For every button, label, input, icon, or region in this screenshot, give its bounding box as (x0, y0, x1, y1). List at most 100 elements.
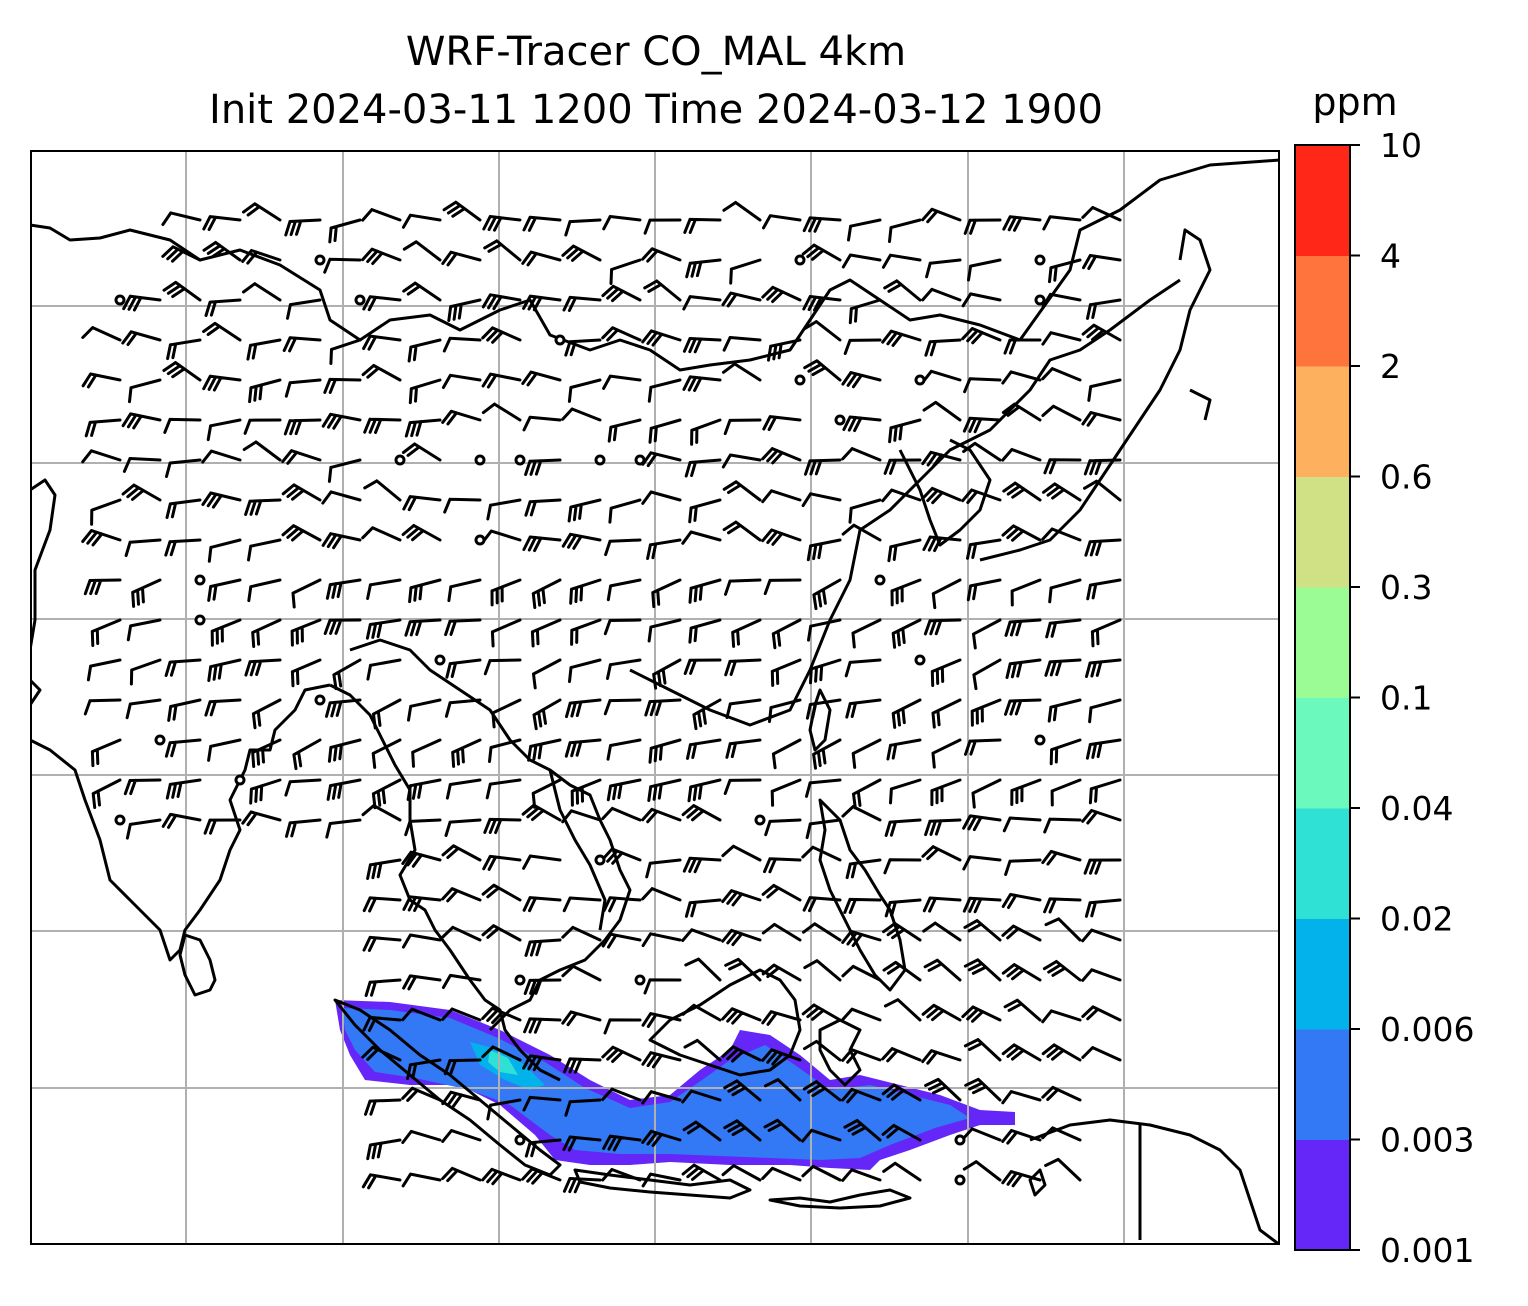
wind-barb (361, 364, 402, 382)
calm-markers (114, 254, 1046, 1186)
wind-barb (207, 578, 242, 602)
calm-wind-marker (954, 1174, 966, 1186)
wind-barb (248, 378, 282, 404)
wind-barb (86, 658, 122, 682)
wind-barb (523, 978, 562, 995)
wind-barb (762, 214, 802, 230)
wind-barb (1081, 1005, 1122, 1022)
wind-barb (648, 418, 682, 444)
wind-barb (404, 818, 442, 837)
wind-barb (931, 578, 962, 610)
wind-barb (801, 492, 842, 508)
wind-barb (524, 1138, 562, 1158)
wind-barb (602, 215, 642, 231)
wind-barb (723, 778, 762, 795)
wind-barb (721, 1045, 762, 1063)
wind-barb (561, 809, 602, 824)
wind-barb (845, 698, 882, 719)
colorbar-tick-label: 0.1 (1380, 679, 1432, 718)
wind-barb (404, 418, 442, 438)
wind-barb (724, 957, 762, 982)
wind-barb (90, 738, 122, 768)
wind-barb (1042, 215, 1082, 231)
calm-wind-marker (634, 974, 646, 986)
wind-barb (286, 298, 322, 320)
wind-barb (848, 298, 882, 325)
wind-barb (521, 250, 562, 267)
wind-barb (841, 964, 882, 982)
wind-barb (406, 778, 442, 801)
wind-barb (325, 818, 362, 839)
wind-barb (564, 338, 602, 357)
wind-barb (961, 1005, 1002, 1023)
wind-barb (1044, 917, 1082, 942)
wind-barb (966, 538, 1002, 560)
wind-barb (1081, 411, 1122, 427)
wind-barb (970, 698, 1002, 727)
wind-barb (646, 538, 682, 560)
wind-barb (761, 1010, 802, 1026)
wind-barb (522, 1054, 562, 1072)
wind-barb (802, 295, 842, 312)
wind-barb (1001, 370, 1042, 385)
wind-barb (802, 922, 842, 942)
calm-wind-marker (794, 374, 806, 386)
wind-barb (161, 245, 202, 263)
wind-barb (1041, 1126, 1082, 1142)
wind-barb (722, 480, 762, 502)
wind-barb (607, 418, 642, 443)
wind-barb (284, 778, 322, 797)
wind-barb (722, 336, 762, 352)
wind-barb (83, 698, 122, 716)
wind-barb (842, 415, 882, 433)
calm-wind-marker (474, 454, 486, 466)
wind-barb (683, 658, 722, 675)
calm-wind-marker (914, 374, 926, 386)
wind-barb (488, 738, 522, 763)
wind-barb (1082, 254, 1122, 270)
wind-barb (321, 490, 362, 505)
wind-barb (249, 778, 282, 805)
wind-barb (522, 415, 562, 432)
wind-barb (841, 1048, 882, 1064)
wind-barb (81, 326, 122, 342)
wind-barb (651, 578, 682, 609)
wind-barb (1049, 738, 1082, 766)
wind-barb (841, 447, 882, 462)
wind-barb (408, 378, 442, 405)
wind-barb (601, 1045, 642, 1063)
wind-barb (401, 850, 442, 868)
wind-barb (1048, 258, 1082, 284)
wind-barb (606, 738, 642, 761)
wind-barb (402, 281, 442, 302)
wind-barb (882, 922, 922, 942)
wind-barb (1003, 998, 1042, 1022)
colorbar-band (1295, 697, 1350, 809)
wind-barb (1047, 698, 1082, 723)
wind-barb (251, 698, 282, 730)
wind-barb (364, 1098, 402, 1116)
wind-barb (1083, 458, 1122, 476)
wind-barb (647, 378, 682, 403)
wind-barb (122, 457, 162, 473)
wind-barb (645, 858, 682, 879)
wind-barb (366, 658, 402, 681)
wind-barb (930, 778, 962, 807)
calm-wind-marker (434, 654, 446, 666)
wind-barb (561, 1010, 602, 1027)
wind-barb (1004, 698, 1042, 716)
wind-barb (841, 929, 882, 948)
wind-barb (362, 935, 402, 952)
wind-barb (444, 618, 482, 637)
wind-barb (451, 738, 482, 768)
wind-barb (1085, 738, 1122, 760)
wind-barb (922, 400, 962, 422)
wind-barb (688, 578, 722, 604)
wind-barb (722, 520, 762, 542)
wind-barb (931, 698, 962, 729)
wind-barb (924, 338, 962, 357)
wind-barb (242, 282, 282, 302)
wind-barb (491, 698, 522, 729)
wind-barb (361, 1045, 402, 1062)
colorbar-band (1295, 1139, 1350, 1251)
